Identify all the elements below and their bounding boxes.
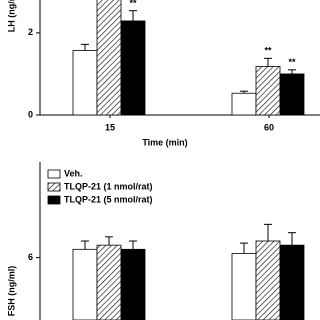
legend-label: TLQP-21 (1 nmol/rat) xyxy=(64,181,153,191)
bar xyxy=(279,244,305,320)
bar xyxy=(279,73,305,116)
bar xyxy=(231,253,257,320)
significance-mark: ** xyxy=(264,46,272,56)
x-tick-label: 60 xyxy=(264,122,274,132)
y-tick-label: 6 xyxy=(28,252,33,262)
bar xyxy=(120,20,146,116)
legend-swatch xyxy=(47,182,61,192)
bar xyxy=(255,240,281,320)
x-tick-label: 15 xyxy=(105,122,115,132)
y-tick-label: 2 xyxy=(28,27,33,37)
bar xyxy=(96,244,122,320)
bar xyxy=(72,50,98,116)
bar xyxy=(120,248,146,320)
legend-label: Veh. xyxy=(64,168,83,178)
legend-swatch xyxy=(47,169,61,179)
y-axis-label: LH (ng/ml) xyxy=(6,0,16,32)
legend-label: TLQP-21 (5 nmol/rat) xyxy=(64,194,153,204)
legend-swatch xyxy=(47,195,61,205)
significance-mark: ** xyxy=(288,57,296,67)
bar xyxy=(231,92,257,116)
significance-mark: ** xyxy=(129,0,137,8)
bar xyxy=(255,66,281,116)
bar xyxy=(72,248,98,320)
x-axis-label: Time (min) xyxy=(142,137,187,147)
bar xyxy=(96,0,122,116)
y-tick-label: 0 xyxy=(28,109,33,119)
y-axis-label: FSH (ng/ml) xyxy=(6,266,16,317)
